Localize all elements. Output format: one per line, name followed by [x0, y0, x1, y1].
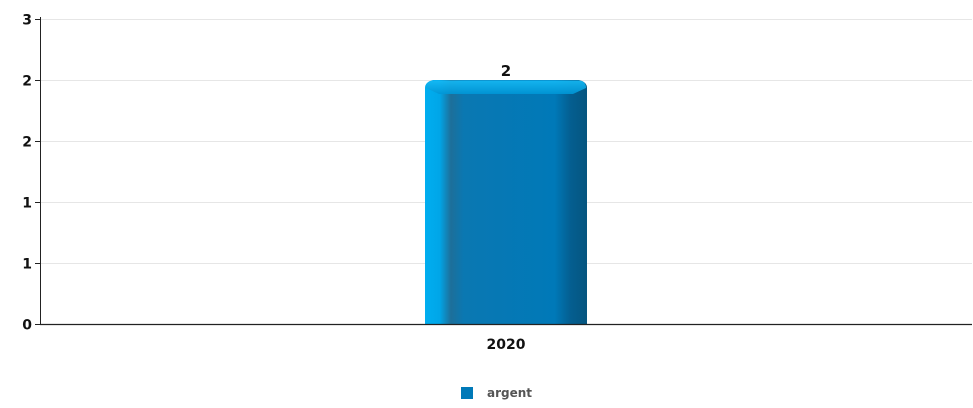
y-tick-label: 3 — [22, 13, 32, 29]
y-tick-label: 0 — [22, 318, 32, 334]
y-tick-label: 2 — [22, 135, 32, 151]
y-axis: 0 1 1 2 2 3 — [22, 13, 41, 334]
y-tick-label: 1 — [22, 196, 32, 212]
bar — [425, 80, 587, 324]
bar-top-bevel — [426, 80, 586, 94]
legend-swatch — [461, 387, 473, 399]
x-axis: 2020 — [40, 323, 972, 353]
legend: argent — [461, 386, 532, 400]
data-label: 2 — [501, 62, 511, 80]
y-tick-label: 1 — [22, 257, 32, 273]
y-tick-label: 2 — [22, 74, 32, 90]
legend-label: argent — [487, 386, 532, 400]
bars: 2 — [425, 62, 587, 324]
x-tick-label: 2020 — [487, 337, 526, 353]
